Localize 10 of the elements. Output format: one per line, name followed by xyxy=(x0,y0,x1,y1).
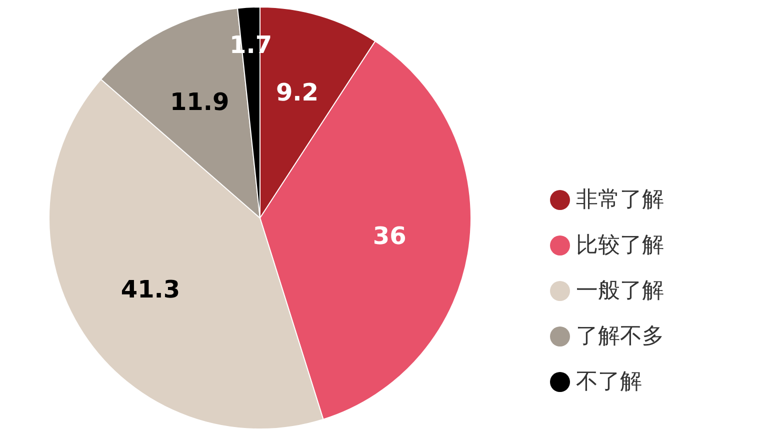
legend-label: 一般了解 xyxy=(576,278,664,304)
data-label: 9.2 xyxy=(276,78,319,107)
data-label: 41.3 xyxy=(120,276,180,304)
data-label: 11.9 xyxy=(170,88,230,116)
legend-label: 不了解 xyxy=(576,370,642,394)
legend-label: 了解不多 xyxy=(576,324,664,349)
legend-label: 非常了解 xyxy=(576,188,664,212)
legend-label: 比较了解 xyxy=(576,233,664,258)
data-label: 36 xyxy=(372,222,406,250)
data-label: 1.7 xyxy=(230,31,272,60)
